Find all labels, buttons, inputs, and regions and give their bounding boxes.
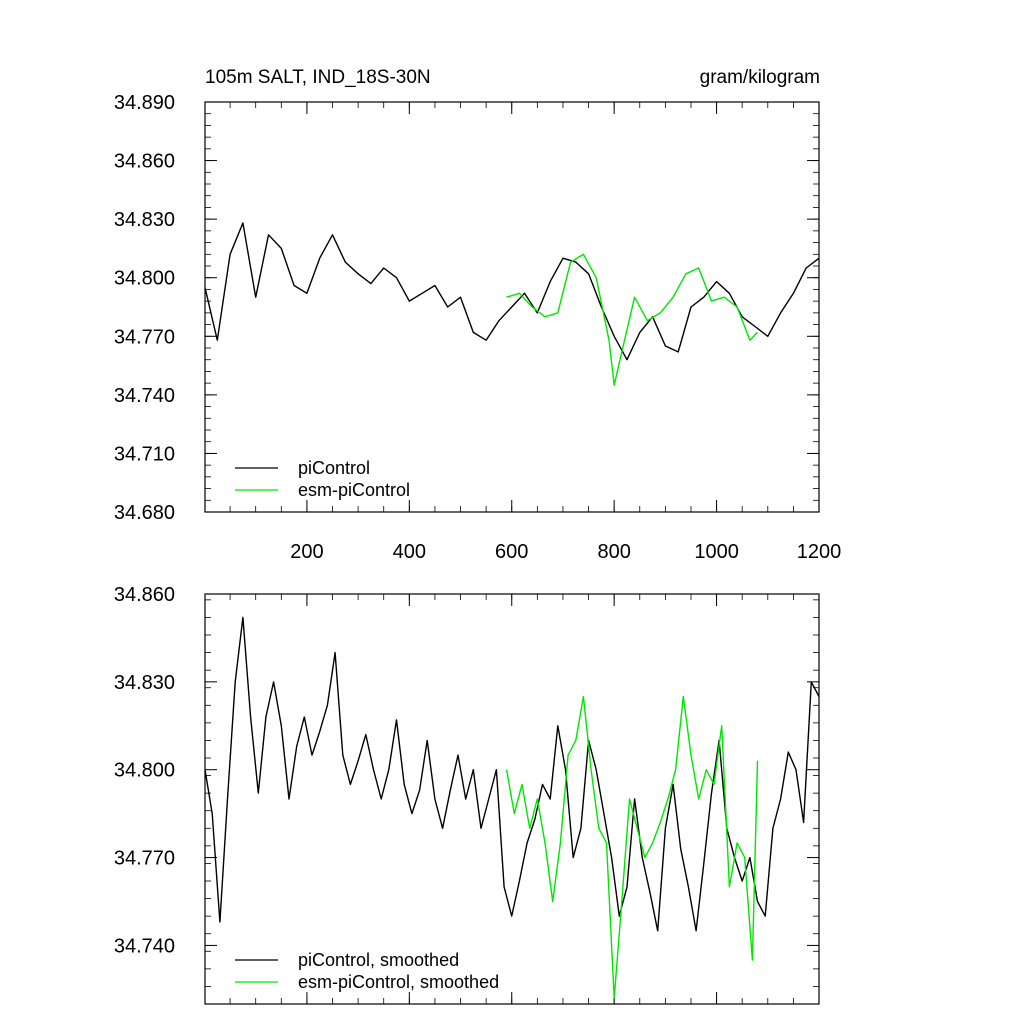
top-panel-frame <box>204 101 820 513</box>
y-tick-label: 34.770 <box>114 848 175 870</box>
x-tick-label: 1000 <box>694 541 739 563</box>
y-tick-label: 34.890 <box>114 92 175 114</box>
y-tick-label: 34.830 <box>114 672 175 694</box>
bottom-panel-series <box>205 616 819 999</box>
bottom-legend: piControl, smoothed esm-piControl, smoot… <box>235 950 499 992</box>
legend-label-esm-picontrol: esm-piControl <box>298 480 410 500</box>
y-tick-label: 34.680 <box>114 502 175 524</box>
bottom-panel-ticks: 34.740 34.770 34.800 34.830 34.860 <box>114 584 820 1005</box>
legend-label-esm-picontrol-smoothed: esm-piControl, smoothed <box>298 972 499 992</box>
legend-label-picontrol-smoothed: piControl, smoothed <box>298 950 459 970</box>
bottom-series-line-esm-picontrol-smoothed <box>505 695 759 999</box>
y-tick-label: 34.800 <box>114 268 175 290</box>
bottom-panel-frame <box>204 593 820 1005</box>
bottom-panel: 34.740 34.770 34.800 34.830 34.860 piControl… <box>114 584 820 1005</box>
top-series-line-esm-picontrol <box>506 253 759 386</box>
y-tick-label: 34.830 <box>114 209 175 231</box>
top-series-line-picontrol <box>205 222 819 361</box>
y-tick-label: 34.800 <box>114 760 175 782</box>
x-tick-label: 600 <box>495 541 528 563</box>
units-label: gram/kilogram <box>700 67 820 88</box>
top-panel-series <box>205 222 819 386</box>
y-tick-label: 34.770 <box>114 326 175 348</box>
panel-title: 105m SALT, IND_18S-30N <box>205 67 431 88</box>
y-tick-label: 34.860 <box>114 584 175 606</box>
top-panel-ticks: 34.680 34.710 34.740 34.770 34.800 34.830 34.8… <box>114 92 841 563</box>
top-panel: 105m SALT, IND_18S-30N gram/kilogram 34.… <box>114 67 841 563</box>
y-tick-label: 34.710 <box>114 443 175 465</box>
x-tick-label: 1200 <box>797 541 842 563</box>
x-tick-label: 800 <box>597 541 630 563</box>
y-tick-label: 34.860 <box>114 151 175 173</box>
y-tick-label: 34.740 <box>114 935 175 957</box>
x-tick-label: 200 <box>290 541 323 563</box>
bottom-series-line-picontrol-smoothed <box>205 616 819 932</box>
y-tick-label: 34.740 <box>114 385 175 407</box>
legend-label-picontrol: piControl <box>298 458 370 478</box>
top-legend: piControl esm-piControl <box>235 458 410 500</box>
x-tick-label: 400 <box>393 541 426 563</box>
